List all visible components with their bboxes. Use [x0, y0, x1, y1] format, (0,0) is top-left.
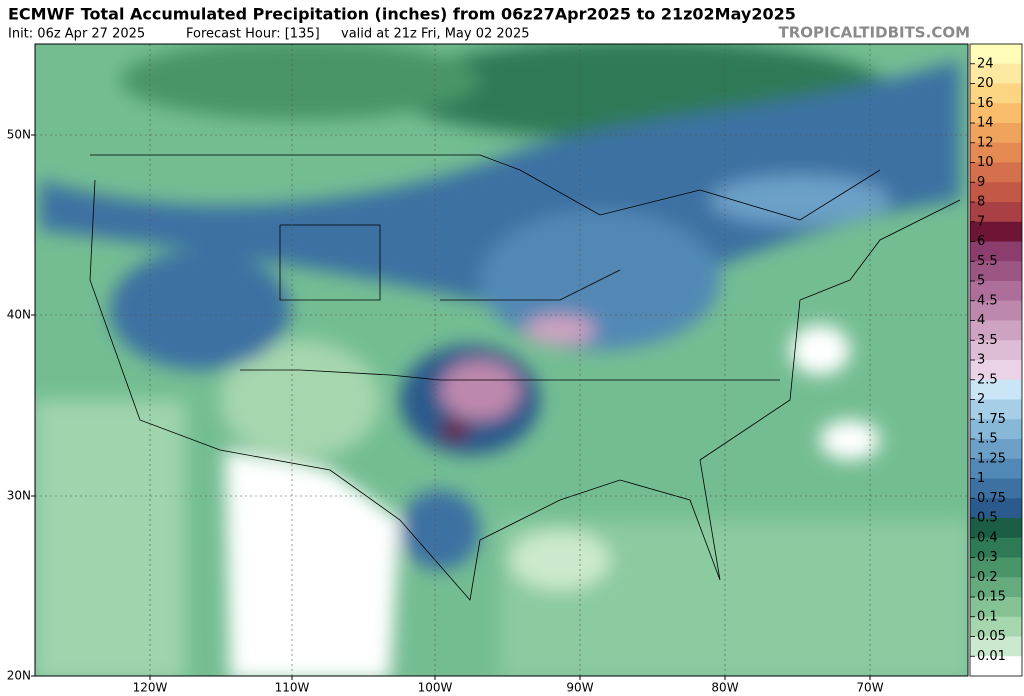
credit: TROPICALTIDBITS.COM [779, 24, 971, 42]
colorbar-label: 0.4 [977, 530, 998, 545]
colorbar-swatch [970, 616, 1022, 637]
lon-label: 120W [133, 681, 168, 695]
lat-label: 40N [7, 308, 31, 322]
colorbar-swatch [970, 498, 1022, 519]
colorbar-label: 8 [977, 195, 985, 210]
colorbar-swatch [970, 182, 1022, 203]
lat-label: 30N [7, 489, 31, 503]
title: ECMWF Total Accumulated Precipitation (i… [8, 5, 796, 24]
map-frame [34, 43, 969, 677]
colorbar-label: 2 [977, 392, 985, 407]
colorbar-label: 6 [977, 234, 985, 249]
colorbar-label: 7 [977, 214, 985, 229]
colorbar-label: 24 [977, 56, 994, 71]
colorbar-swatch [970, 123, 1022, 144]
colorbar-label: 0.05 [977, 629, 1006, 644]
colorbar-label: 2.5 [977, 372, 998, 387]
colorbar-swatch [970, 103, 1022, 124]
colorbar-label: 0.75 [977, 491, 1006, 506]
valid-time: valid at 21z Fri, May 02 2025 [341, 27, 529, 42]
colorbar-label: 0.3 [977, 550, 998, 565]
colorbar-label: 0.01 [977, 649, 1006, 664]
init: Init: 06z Apr 27 2025 [8, 27, 145, 42]
colorbar-swatch [970, 281, 1022, 302]
colorbar-swatch [970, 518, 1022, 539]
colorbar-label: 9 [977, 175, 985, 190]
colorbar-swatch [970, 142, 1022, 163]
lon-label: 100W [418, 681, 453, 695]
colorbar-label: 0.1 [977, 609, 998, 624]
colorbar-swatch [970, 557, 1022, 578]
lat-label: 50N [7, 128, 31, 142]
lon-label: 90W [566, 681, 593, 695]
colorbar-swatch [970, 439, 1022, 460]
colorbar-swatch [970, 537, 1022, 558]
colorbar-label: 1 [977, 471, 985, 486]
colorbar-swatch [970, 636, 1022, 657]
colorbar-swatch [970, 379, 1022, 400]
map [35, 44, 968, 676]
colorbar-label: 12 [977, 135, 994, 150]
colorbar-swatch [970, 83, 1022, 104]
colorbar-label: 20 [977, 76, 994, 91]
colorbar-swatch [970, 419, 1022, 440]
colorbar-label: 0.5 [977, 511, 998, 526]
lon-label: 80W [711, 681, 738, 695]
colorbar-swatch [970, 656, 1022, 677]
colorbar-swatch [970, 360, 1022, 381]
colorbar-swatch [970, 320, 1022, 341]
colorbar-swatch [970, 261, 1022, 282]
colorbar-label: 5 [977, 274, 985, 289]
colorbar-label: 3.5 [977, 333, 998, 348]
lon-label: 110W [275, 681, 310, 695]
colorbar-swatch [970, 597, 1022, 618]
colorbar-label: 1.25 [977, 451, 1006, 466]
lat-label: 20N [7, 669, 31, 683]
lon-label: 70W [856, 681, 883, 695]
colorbar-label: 4.5 [977, 293, 998, 308]
colorbar-swatch [970, 202, 1022, 223]
colorbar-label: 5.5 [977, 254, 998, 269]
colorbar-swatch [970, 340, 1022, 361]
colorbar-swatch [970, 44, 1022, 65]
colorbar-swatch [970, 241, 1022, 262]
colorbar-swatch [970, 478, 1022, 499]
colorbar-label: 14 [977, 116, 994, 131]
colorbar-swatch [970, 399, 1022, 420]
colorbar-swatch [970, 458, 1022, 479]
colorbar-label: 4 [977, 313, 985, 328]
colorbar-swatch [970, 63, 1022, 84]
colorbar-swatch [970, 162, 1022, 183]
colorbar-label: 0.2 [977, 570, 998, 585]
colorbar-label: 1.5 [977, 432, 998, 447]
forecast-hour: Forecast Hour: [135] [186, 27, 320, 42]
colorbar-swatch [970, 221, 1022, 242]
colorbar-label: 1.75 [977, 412, 1006, 427]
colorbar-label: 16 [977, 96, 994, 111]
colorbar-label: 3 [977, 353, 985, 368]
colorbar-swatch [970, 577, 1022, 598]
colorbar-swatch [970, 300, 1022, 321]
colorbar-label: 0.15 [977, 590, 1006, 605]
colorbar-label: 10 [977, 155, 994, 170]
